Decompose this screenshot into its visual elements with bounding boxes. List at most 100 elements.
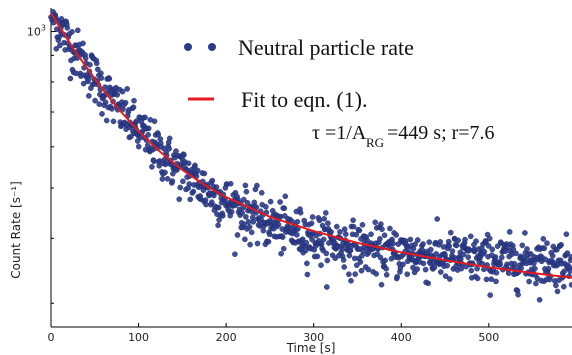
data-point [243,188,250,195]
data-point [513,250,519,257]
data-point [87,61,93,68]
data-point [131,97,137,104]
data-point [294,218,301,225]
data-point [468,267,475,274]
data-point [109,106,115,112]
data-point [106,76,113,82]
data-point [213,184,220,190]
data-point [483,238,489,245]
data-point [515,291,521,298]
data-point [427,246,434,253]
data-point [352,271,359,277]
data-point [177,184,183,191]
data-point [379,226,385,232]
data-point [309,236,315,243]
data-point [365,266,372,273]
data-point [350,217,356,223]
data-point [554,246,560,253]
data-point [320,236,327,243]
data-point [190,188,197,195]
data-point [373,271,380,277]
data-point [494,243,501,249]
data-point [339,246,345,253]
data-point [176,196,182,202]
data-point [510,246,517,253]
data-point [93,60,100,67]
data-point [248,229,255,236]
data-point [544,240,550,246]
data-point [209,177,216,184]
data-point [425,280,432,287]
data-point [493,269,500,276]
data-point [275,221,282,228]
data-point [67,75,74,82]
data-point [554,288,561,295]
data-point [359,252,365,259]
data-point [124,86,130,92]
data-point [437,239,444,245]
data-point [98,75,105,81]
data-point [526,278,532,285]
data-point [431,264,438,271]
data-point [323,284,330,290]
data-point [368,231,374,237]
data-point [346,252,353,259]
data-point [215,222,221,229]
data-point [492,254,499,260]
data-point [302,247,309,254]
data-point [420,241,426,247]
data-point [110,118,117,125]
data-point [194,167,201,174]
data-point [445,238,452,245]
data-point [506,229,513,235]
data-point [228,208,235,215]
data-point [280,245,287,252]
data-point [488,276,495,283]
data-point [561,268,568,275]
data-point [246,224,253,230]
annotation-tau: τ [312,122,320,144]
annotation-main: =1/A [325,122,367,144]
data-point [294,231,300,238]
data-point [266,231,273,238]
data-point [86,93,92,99]
data-point [247,241,253,248]
fit-line [50,12,572,279]
x-tick-label: 100 [128,331,149,344]
data-point [164,175,171,182]
data-point [518,265,525,271]
data-point [208,199,215,205]
data-point [244,199,251,206]
data-point [553,282,559,289]
data-point [278,250,284,257]
data-point [166,145,172,152]
data-point [390,240,396,247]
data-point [82,55,89,61]
data-point [414,266,421,272]
data-point [346,271,352,278]
data-point [232,251,238,257]
axes-frame [50,8,572,328]
data-point [393,232,400,238]
x-tick-label: 500 [478,331,499,344]
data-point [383,271,390,278]
data-point [420,260,427,267]
data-point [397,265,404,272]
data-point [377,235,383,242]
data-point [474,275,481,282]
data-point [532,265,538,272]
data-point [151,118,158,124]
data-point [242,236,248,243]
data-point [442,273,449,279]
data-point [497,261,504,268]
data-point [447,229,454,236]
data-point [267,198,274,205]
data-point [333,223,340,230]
data-point [527,251,534,257]
data-point [245,218,252,225]
data-point [159,176,166,182]
data-point [318,262,324,269]
data-point [297,209,304,216]
data-point [489,246,496,253]
data-point [382,257,388,264]
